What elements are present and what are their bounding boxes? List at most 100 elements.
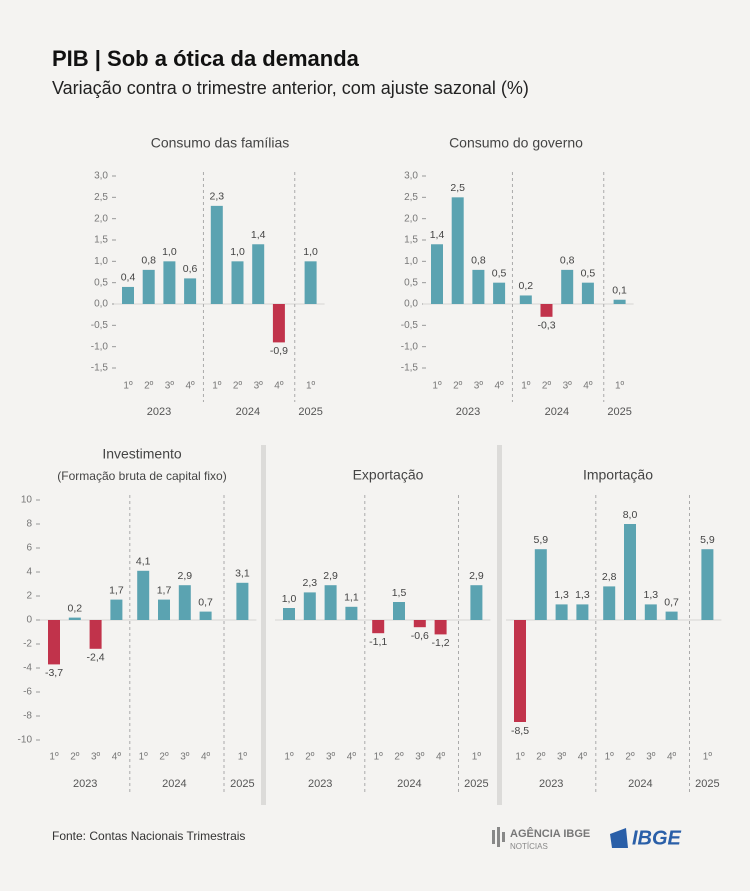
value-label: 1,4 <box>430 229 445 241</box>
chart-title: Investimento <box>102 446 182 462</box>
y-tick-label: 3,0 <box>404 171 418 182</box>
y-tick-label: 8 <box>26 519 32 530</box>
y-tick-label: 0,0 <box>404 299 418 310</box>
value-label: 2,5 <box>450 182 465 194</box>
y-tick-label: -4 <box>23 663 32 674</box>
value-label: 0,4 <box>121 272 136 284</box>
chart-title: Consumo do governo <box>449 135 583 151</box>
bar <box>252 244 265 304</box>
x-tick-label: 3º <box>563 381 573 392</box>
y-tick-label: -10 <box>18 735 33 746</box>
y-tick-label: -6 <box>23 687 32 698</box>
value-label: 1,3 <box>643 589 658 601</box>
y-tick-label: 6 <box>26 543 32 554</box>
y-tick-label: 0 <box>26 615 32 626</box>
bar <box>470 585 483 620</box>
value-label: 5,9 <box>533 534 548 546</box>
y-tick-label: 1,0 <box>404 256 418 267</box>
y-tick-label: 2,5 <box>94 192 108 203</box>
bar <box>163 261 176 304</box>
bar <box>472 269 485 304</box>
year-label: 2023 <box>73 778 97 790</box>
bar <box>519 295 532 304</box>
x-tick-label: 1º <box>605 752 615 763</box>
bar <box>272 304 285 343</box>
bar <box>158 599 170 620</box>
value-label: 0,5 <box>581 267 596 279</box>
agency-name: AGÊNCIA IBGE <box>510 827 590 840</box>
value-label: 2,9 <box>469 570 484 582</box>
x-tick-label: 4º <box>347 752 357 763</box>
value-label: 1,0 <box>282 593 297 605</box>
y-tick-label: 10 <box>21 495 33 506</box>
bar <box>184 278 197 304</box>
x-tick-label: 3º <box>326 752 336 763</box>
bar <box>434 620 447 635</box>
year-label: 2023 <box>456 406 480 418</box>
chart-title: Consumo das famílias <box>151 135 290 151</box>
x-tick-label: 1º <box>238 752 248 763</box>
value-label: 0,7 <box>198 596 213 608</box>
bar <box>431 244 443 304</box>
y-tick-label: 1,5 <box>94 235 108 246</box>
bar <box>137 570 150 620</box>
bar <box>493 282 506 304</box>
logo-mark <box>610 828 628 848</box>
chart-title: Exportação <box>353 467 424 483</box>
y-tick-label: 2,0 <box>404 213 418 224</box>
value-label: 1,7 <box>157 584 172 596</box>
year-label: 2025 <box>695 778 719 790</box>
y-tick-label: 3,0 <box>94 171 108 182</box>
value-label: -8,5 <box>511 725 529 737</box>
value-label: 1,1 <box>344 592 359 604</box>
y-tick-label: 0,5 <box>404 277 418 288</box>
bar <box>142 269 155 304</box>
bar <box>555 604 568 620</box>
x-tick-label: 1º <box>123 381 133 392</box>
x-tick-label: 3º <box>254 381 264 392</box>
y-tick-label: -8 <box>23 711 32 722</box>
year-label: 2024 <box>628 778 652 790</box>
value-label: 0,2 <box>67 602 82 614</box>
panel-separator <box>261 445 266 805</box>
x-tick-label: 3º <box>474 381 484 392</box>
bar <box>68 617 81 620</box>
x-tick-label: 2º <box>625 752 635 763</box>
bar <box>210 205 223 304</box>
value-label: 0,7 <box>664 596 679 608</box>
year-label: 2025 <box>298 406 322 418</box>
year-label: 2024 <box>162 778 186 790</box>
value-label: 1,3 <box>554 589 569 601</box>
bar <box>48 620 60 665</box>
value-label: -1,2 <box>432 637 450 649</box>
value-label: 2,3 <box>302 577 317 589</box>
panel-separator <box>497 445 502 805</box>
bar <box>576 604 589 620</box>
value-label: -1,1 <box>369 636 387 648</box>
value-label: -2,4 <box>87 652 105 664</box>
x-tick-label: 3º <box>415 752 425 763</box>
value-label: 2,3 <box>209 191 224 203</box>
y-tick-label: 2 <box>26 591 32 602</box>
x-tick-label: 1º <box>472 752 482 763</box>
bar <box>283 608 295 620</box>
bar <box>199 611 212 620</box>
bar <box>324 585 337 620</box>
bar <box>665 611 678 620</box>
x-tick-label: 1º <box>139 752 149 763</box>
y-tick-label: 0,5 <box>94 277 108 288</box>
x-tick-label: 2º <box>305 752 315 763</box>
bar <box>303 592 316 620</box>
x-tick-label: 3º <box>646 752 656 763</box>
year-label: 2025 <box>607 406 631 418</box>
value-label: 1,0 <box>230 246 245 258</box>
logo-mark <box>502 832 505 842</box>
y-tick-label: 1,5 <box>404 235 418 246</box>
bar <box>372 620 385 634</box>
x-tick-label: 1º <box>49 752 59 763</box>
bar <box>178 585 191 620</box>
year-label: 2024 <box>545 406 569 418</box>
logo-mark <box>497 827 500 847</box>
bar <box>561 269 574 304</box>
